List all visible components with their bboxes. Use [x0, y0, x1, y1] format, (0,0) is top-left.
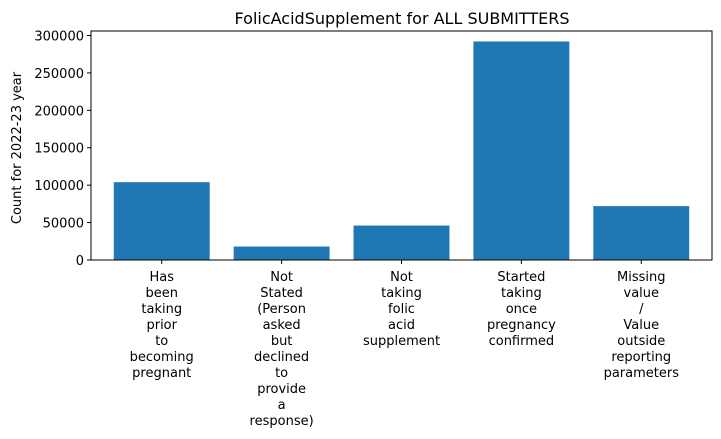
- bar-1: [233, 246, 330, 260]
- y-axis-ticks: 0 50000 100000 150000 200000 250000 300000: [34, 29, 91, 269]
- bar-4: [593, 206, 690, 260]
- y-tick-label-1: 50000: [43, 217, 84, 232]
- axes-frame: [90, 30, 713, 261]
- y-tick-label-4: 200000: [34, 104, 84, 119]
- x-tick-label-4: Missing value / Value outside reporting parame…: [604, 270, 680, 381]
- x-tick-label-1: Not Stated (Person asked but declined to provid…: [250, 270, 314, 429]
- x-tick-label-0: Has been taking prior to becoming pregnant: [130, 270, 194, 381]
- y-axis-label: Count for 2022-23 year: [10, 71, 25, 224]
- x-tick-label-3: Started taking once pregnancy confirmed: [487, 270, 556, 349]
- y-tick-label-6: 300000: [34, 29, 84, 44]
- y-tick-label-5: 250000: [34, 67, 84, 82]
- y-tick-label-0: 0: [76, 254, 84, 269]
- bar-3: [473, 41, 570, 260]
- chart-title: FolicAcidSupplement for ALL SUBMITTERS: [235, 9, 570, 28]
- x-tick-label-2: Not taking folic acid supplement: [363, 270, 440, 349]
- bar-0: [113, 182, 210, 260]
- plot-area-border: [90, 30, 713, 261]
- bar-2: [353, 225, 450, 260]
- x-axis-ticks: Has been taking prior to becoming pregnant Not S…: [130, 260, 680, 429]
- y-tick-label-2: 100000: [34, 179, 84, 194]
- y-tick-label-3: 150000: [34, 142, 84, 157]
- bars-group: [113, 41, 690, 260]
